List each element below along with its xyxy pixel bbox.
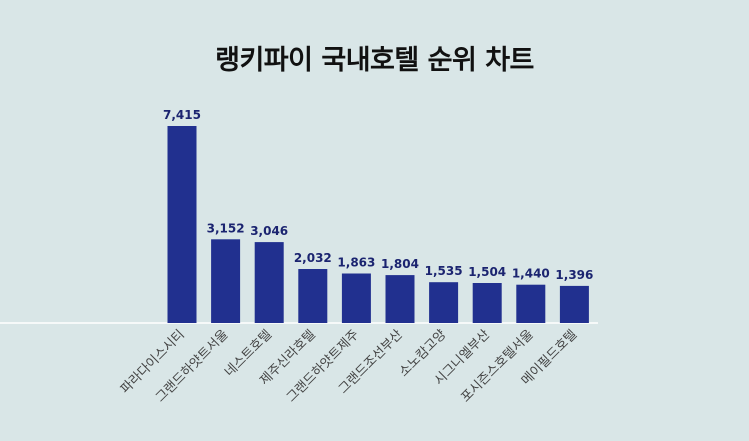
bar-5 bbox=[341, 273, 371, 323]
bar-8 bbox=[472, 283, 502, 323]
bar-1 bbox=[167, 126, 197, 323]
bar-9 bbox=[516, 284, 546, 323]
value-label-3: 3,046 bbox=[250, 224, 288, 238]
bar-2 bbox=[211, 239, 241, 323]
value-label-8: 1,504 bbox=[468, 265, 506, 279]
bar-6 bbox=[385, 275, 415, 323]
bar-3 bbox=[254, 242, 284, 323]
value-label-7: 1,535 bbox=[425, 264, 463, 278]
bar-7 bbox=[429, 282, 459, 323]
value-label-4: 2,032 bbox=[294, 251, 332, 265]
chart-title: 랭키파이 국내호텔 순위 차트 bbox=[215, 45, 534, 76]
value-label-10: 1,396 bbox=[555, 268, 593, 282]
value-label-1: 7,415 bbox=[163, 108, 201, 122]
bar-4 bbox=[298, 269, 328, 323]
value-label-2: 3,152 bbox=[207, 221, 245, 235]
value-label-6: 1,804 bbox=[381, 257, 419, 271]
value-label-9: 1,440 bbox=[512, 267, 550, 281]
bar-10 bbox=[559, 285, 589, 323]
value-label-5: 1,863 bbox=[337, 256, 375, 270]
